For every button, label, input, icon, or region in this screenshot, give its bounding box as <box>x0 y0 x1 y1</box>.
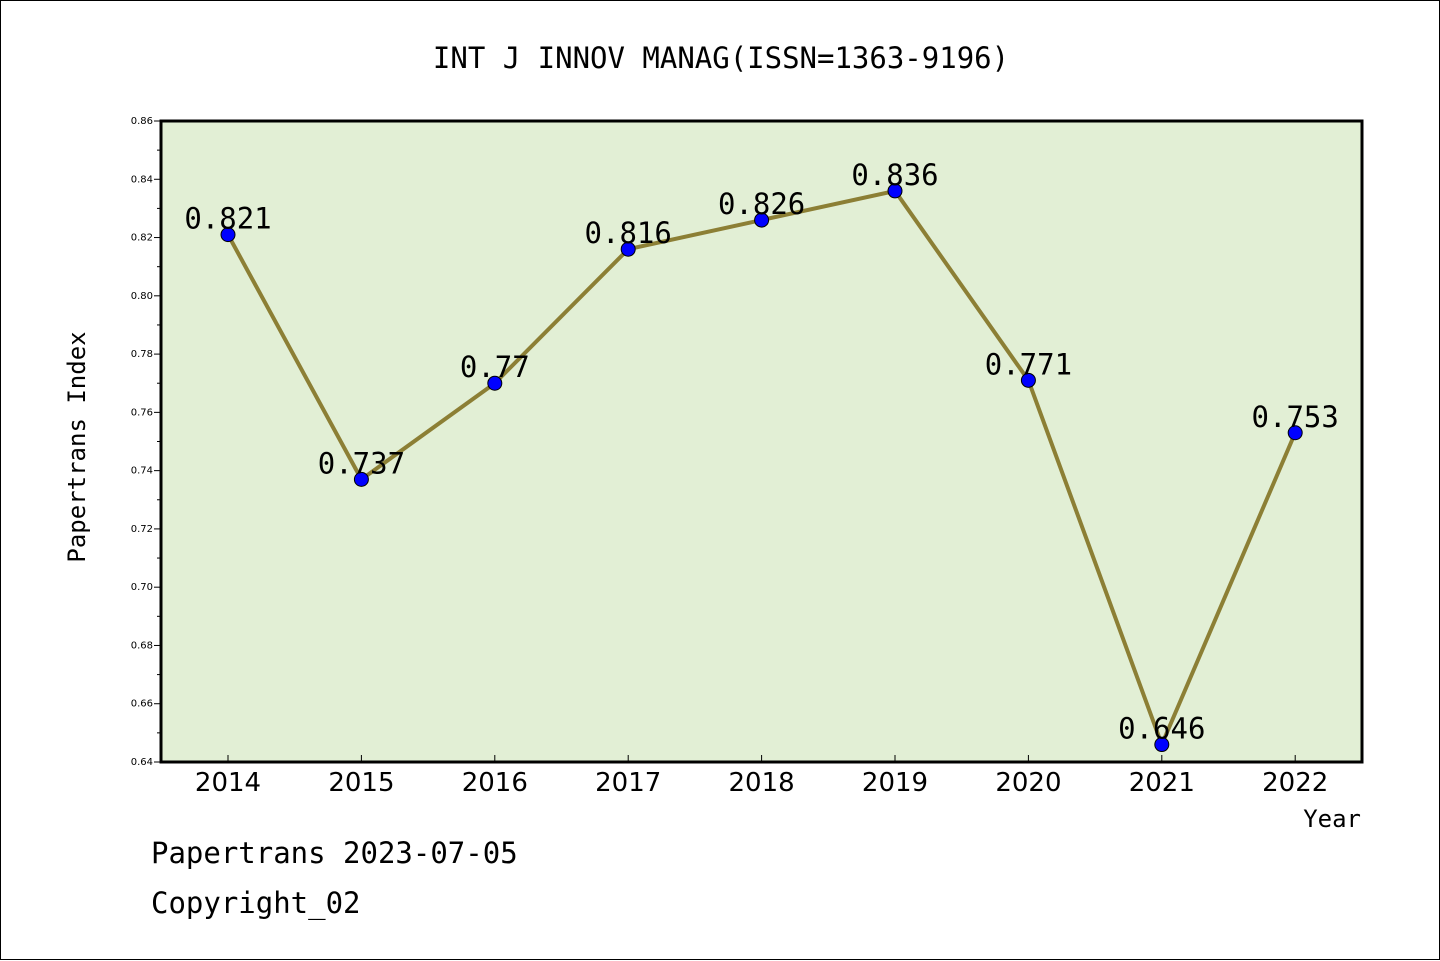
x-tick-label: 2020 <box>995 768 1061 798</box>
x-tick-label: 2021 <box>1129 768 1195 798</box>
plot-border <box>159 119 1364 764</box>
data-point <box>754 212 770 228</box>
y-tick-label: 0.78 <box>131 349 153 360</box>
y-tick-label: 0.82 <box>131 233 153 244</box>
y-tick-label: 0.64 <box>131 757 153 768</box>
y-tick-label: 0.84 <box>131 174 153 185</box>
data-label: 0.771 <box>985 347 1072 381</box>
x-tick-label: 2019 <box>862 768 928 798</box>
data-label: 0.737 <box>318 446 405 480</box>
chart-title: INT J INNOV MANAG(ISSN=1363-9196) <box>433 41 1009 75</box>
data-point <box>887 183 903 199</box>
y-tick-label: 0.80 <box>131 291 153 302</box>
data-label: 0.753 <box>1252 400 1339 434</box>
x-tick-label: 2018 <box>729 768 795 798</box>
data-point <box>487 375 503 391</box>
data-point <box>1020 372 1036 388</box>
y-tick-label: 0.76 <box>131 407 153 418</box>
series-line-group: 0.821 0.737 0.77 0.816 0.826 0.836 0.771 0.646 0… <box>184 158 1339 753</box>
x-tick-label: 2022 <box>1262 768 1328 798</box>
y-tick-label: 0.68 <box>131 640 153 651</box>
y-tick-label: 0.66 <box>131 699 153 710</box>
data-label: 0.77 <box>460 350 530 384</box>
plot-area <box>161 121 1362 762</box>
footer-source-date: Papertrans 2023-07-05 <box>151 836 518 870</box>
data-label: 0.646 <box>1118 712 1205 746</box>
data-point <box>620 241 636 257</box>
data-point <box>353 471 369 487</box>
data-point <box>220 227 236 243</box>
data-label: 0.826 <box>718 187 805 221</box>
x-tick-label: 2016 <box>462 768 528 798</box>
data-label: 0.836 <box>851 158 938 192</box>
x-tick-label: 2015 <box>328 768 394 798</box>
y-axis: 0.64 0.66 0.68 0.70 0.72 0.74 0.76 0.78 0.80 0.82… <box>131 116 161 768</box>
y-tick-label: 0.70 <box>131 582 153 593</box>
x-tick-label: 2014 <box>195 768 261 798</box>
y-tick-label: 0.74 <box>131 466 153 477</box>
x-axis-title: Year <box>1303 805 1361 833</box>
y-tick-label: 0.72 <box>131 524 153 535</box>
x-axis: 2014 2015 2016 2017 2018 2019 2020 2021 2022 <box>195 755 1328 798</box>
y-tick-label: 0.86 <box>131 116 153 127</box>
data-label: 0.816 <box>585 216 672 250</box>
data-point <box>1287 425 1303 441</box>
footer-copyright: Copyright_02 <box>151 886 361 920</box>
y-axis-title: Papertrans Index <box>63 331 91 562</box>
data-label: 0.821 <box>184 202 271 236</box>
x-tick-label: 2017 <box>595 768 661 798</box>
data-point <box>1154 737 1170 753</box>
